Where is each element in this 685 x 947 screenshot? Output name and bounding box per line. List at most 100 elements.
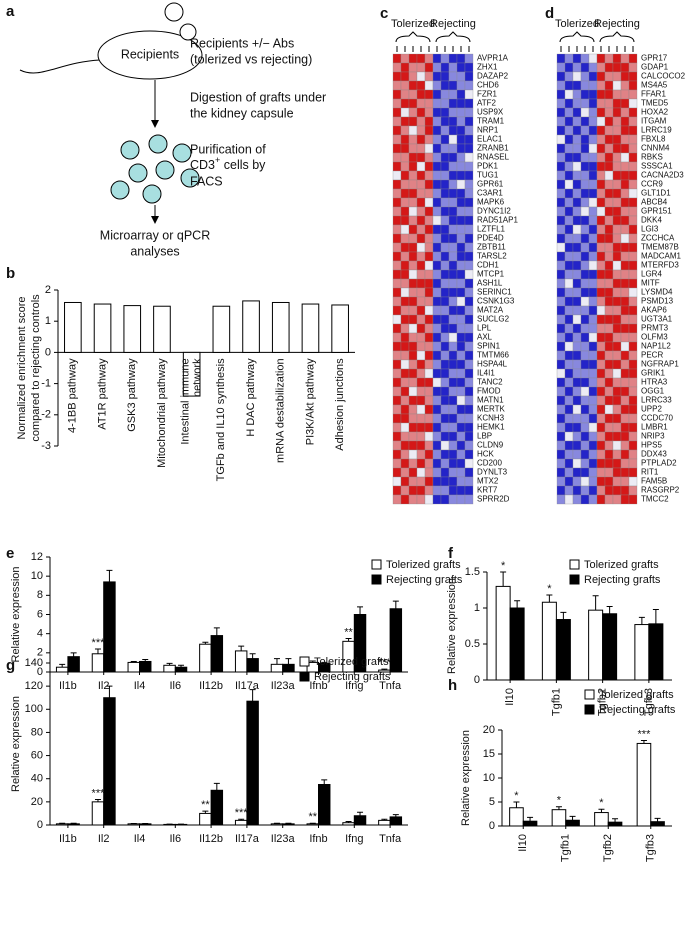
x-tick-label: PI3K/Akt pathway xyxy=(304,358,316,445)
heatmap-cell xyxy=(564,134,574,145)
heatmap-cell xyxy=(424,116,434,127)
legend-label: Tolerized grafts xyxy=(386,559,461,571)
heatmap-cell xyxy=(564,80,574,91)
bar xyxy=(212,305,231,353)
heatmap-cell xyxy=(416,476,426,487)
group-label: Tolerized xyxy=(555,18,599,30)
row-label: PDE4D xyxy=(477,234,504,243)
heatmap-cell xyxy=(604,332,614,343)
bar xyxy=(199,812,212,826)
heatmap-cell xyxy=(456,224,466,235)
heatmap-cell xyxy=(580,287,590,298)
heatmap-cell xyxy=(588,332,598,343)
heatmap-cell xyxy=(628,467,638,478)
heatmap-cell xyxy=(620,431,630,442)
row-label: ZBTB11 xyxy=(477,243,506,252)
mouse-tail xyxy=(19,59,101,74)
heatmap-cell xyxy=(580,107,590,118)
heatmap-cell xyxy=(572,341,582,352)
heatmap-cell xyxy=(620,368,630,379)
heatmap-cell xyxy=(432,161,442,172)
heatmap-cell xyxy=(596,377,606,388)
bar xyxy=(270,663,284,673)
row-label: C3AR1 xyxy=(477,189,503,198)
heatmap-cell xyxy=(392,494,402,505)
heatmap-cell xyxy=(588,413,598,424)
heatmap-cell xyxy=(464,188,474,199)
heatmap-cell xyxy=(400,152,410,163)
row-label: GRIK1 xyxy=(641,369,666,378)
heatmap-cell xyxy=(440,116,450,127)
heatmap-cell xyxy=(628,188,638,199)
heatmap-cell xyxy=(588,233,598,244)
heatmap-cell xyxy=(604,152,614,163)
heatmap-cell xyxy=(464,224,474,235)
heatmap-cell xyxy=(612,476,622,487)
heatmap-cell xyxy=(400,368,410,379)
row-label: TMEM87B xyxy=(641,243,679,252)
heatmap-cell xyxy=(620,476,630,487)
heatmap-cell xyxy=(620,305,630,316)
row-label: RBKS xyxy=(641,153,663,162)
heatmap-cell xyxy=(424,413,434,424)
error-bar xyxy=(513,801,520,808)
heatmap-cell xyxy=(580,467,590,478)
heatmap-cell xyxy=(448,341,458,352)
step-text: CD3+ cells by xyxy=(190,155,266,172)
heatmap-cell xyxy=(580,116,590,127)
row-label: MADCAM1 xyxy=(641,252,682,261)
heatmap-cell xyxy=(424,242,434,253)
heatmap-cell xyxy=(580,161,590,172)
heatmap-cell xyxy=(588,188,598,199)
heatmap-cell xyxy=(424,404,434,415)
heatmap-cell xyxy=(596,341,606,352)
heatmap-cell xyxy=(432,431,442,442)
heatmap-cell xyxy=(628,143,638,154)
heatmap-cell xyxy=(564,269,574,280)
heatmap-cell xyxy=(564,332,574,343)
heatmap-cell xyxy=(628,440,638,451)
heatmap-cell xyxy=(564,215,574,226)
error-bar xyxy=(514,600,521,608)
heatmap-cell xyxy=(612,260,622,271)
heatmap-cell xyxy=(572,188,582,199)
heatmap-cell xyxy=(448,287,458,298)
heatmap-cell xyxy=(604,431,614,442)
heatmap-cell xyxy=(448,197,458,208)
row-label: HCK xyxy=(477,450,495,459)
heatmap-cell xyxy=(564,422,574,433)
row-label: FAM5B xyxy=(641,477,667,486)
heatmap-cell xyxy=(456,314,466,325)
heatmap-cell xyxy=(392,233,402,244)
heatmap-cell xyxy=(432,242,442,253)
heatmap-cell xyxy=(448,413,458,424)
bar xyxy=(246,700,259,826)
heatmap-cell xyxy=(448,143,458,154)
bar xyxy=(139,823,152,826)
heatmap-cell xyxy=(408,53,418,64)
y-tick-label: 15 xyxy=(483,748,495,760)
heatmap-cell xyxy=(440,125,450,136)
heatmap-cell xyxy=(596,89,606,100)
y-tick-label: 0 xyxy=(45,346,51,358)
heatmap-cell xyxy=(400,449,410,460)
error-bar xyxy=(273,822,280,824)
heatmap-cell xyxy=(424,386,434,397)
heatmap-cell xyxy=(628,494,638,505)
y-tick-label: 10 xyxy=(31,570,43,582)
heatmap-cell xyxy=(628,233,638,244)
bar xyxy=(306,823,320,826)
heatmap-cell xyxy=(456,116,466,127)
row-label: NRP1 xyxy=(477,126,499,135)
heatmap-cell xyxy=(596,170,606,181)
heatmap-cell xyxy=(408,341,418,352)
x-tick-label: Ifnb xyxy=(309,680,327,692)
heatmap-cell xyxy=(572,116,582,127)
heatmap-cell xyxy=(448,485,458,496)
heatmap-cell xyxy=(432,197,442,208)
heatmap-cell xyxy=(564,71,574,82)
heatmap-cell xyxy=(408,269,418,280)
heatmap-cell xyxy=(572,305,582,316)
heatmap-cell xyxy=(456,422,466,433)
heatmap-cell xyxy=(556,260,566,271)
